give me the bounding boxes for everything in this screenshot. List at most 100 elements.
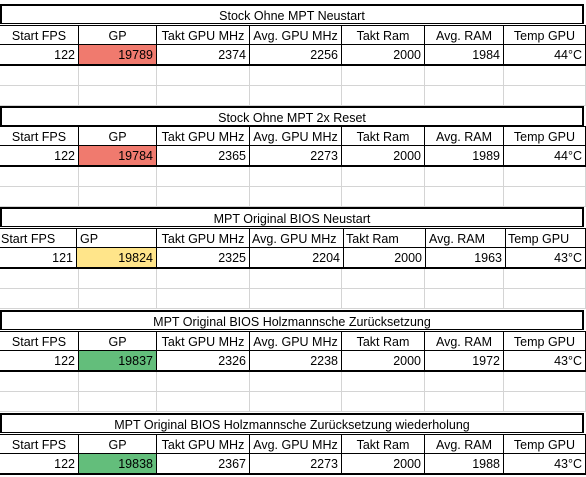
header-cell[interactable]: Avg. GPU MHz — [250, 332, 342, 351]
empty-cell[interactable] — [250, 167, 342, 187]
empty-cell[interactable] — [425, 86, 504, 106]
header-cell[interactable]: Temp GPU — [506, 229, 586, 248]
empty-cell[interactable] — [0, 66, 79, 86]
empty-cell[interactable] — [342, 86, 425, 106]
header-cell[interactable]: GP — [79, 26, 157, 45]
data-cell[interactable]: 1989 — [425, 146, 504, 165]
empty-cell[interactable] — [425, 167, 504, 187]
empty-cell[interactable] — [79, 86, 157, 106]
empty-cell[interactable] — [0, 269, 79, 289]
header-cell[interactable]: Avg. GPU MHz — [250, 26, 342, 45]
data-cell[interactable]: 2238 — [250, 351, 342, 370]
empty-cell[interactable] — [250, 372, 342, 392]
header-cell[interactable]: Start FPS — [0, 229, 77, 248]
data-cell[interactable]: 44°C — [504, 146, 586, 165]
data-cell[interactable]: 1988 — [425, 454, 504, 473]
empty-cell[interactable] — [79, 372, 157, 392]
empty-cell[interactable] — [504, 167, 586, 187]
header-cell[interactable]: GP — [79, 435, 157, 454]
gp-cell[interactable]: 19784 — [79, 146, 157, 165]
data-cell[interactable]: 121 — [0, 248, 77, 267]
empty-cell[interactable] — [250, 187, 342, 207]
empty-cell[interactable] — [157, 66, 250, 86]
header-cell[interactable]: Start FPS — [0, 26, 79, 45]
empty-cell[interactable] — [157, 289, 250, 309]
gp-cell[interactable]: 19789 — [79, 45, 157, 64]
header-cell[interactable]: Avg. RAM — [426, 229, 506, 248]
empty-cell[interactable] — [0, 187, 79, 207]
data-cell[interactable]: 2367 — [157, 454, 250, 473]
empty-cell[interactable] — [79, 289, 157, 309]
data-cell[interactable]: 2000 — [342, 45, 425, 64]
data-cell[interactable]: 2204 — [250, 248, 344, 267]
block-title[interactable]: MPT Original BIOS Neustart — [0, 207, 584, 227]
empty-cell[interactable] — [250, 66, 342, 86]
empty-cell[interactable] — [342, 289, 425, 309]
header-cell[interactable]: Avg. RAM — [425, 435, 504, 454]
empty-cell[interactable] — [342, 167, 425, 187]
gp-cell[interactable]: 19824 — [77, 248, 157, 267]
header-cell[interactable]: Avg. GPU MHz — [250, 229, 344, 248]
data-cell[interactable]: 2273 — [250, 454, 342, 473]
data-cell[interactable]: 43°C — [504, 351, 586, 370]
empty-cell[interactable] — [342, 372, 425, 392]
data-cell[interactable]: 1963 — [426, 248, 506, 267]
data-cell[interactable]: 44°C — [504, 45, 586, 64]
header-cell[interactable]: Takt Ram — [342, 332, 425, 351]
empty-cell[interactable] — [0, 167, 79, 187]
empty-cell[interactable] — [342, 187, 425, 207]
data-cell[interactable]: 2365 — [157, 146, 250, 165]
empty-cell[interactable] — [425, 269, 504, 289]
empty-cell[interactable] — [342, 392, 425, 412]
block-title[interactable]: MPT Original BIOS Holzmannsche Zurückset… — [0, 310, 584, 330]
empty-cell[interactable] — [79, 167, 157, 187]
data-cell[interactable]: 2325 — [157, 248, 250, 267]
empty-cell[interactable] — [250, 86, 342, 106]
empty-cell[interactable] — [504, 392, 586, 412]
empty-cell[interactable] — [157, 269, 250, 289]
empty-cell[interactable] — [0, 86, 79, 106]
data-cell[interactable]: 122 — [0, 146, 79, 165]
empty-cell[interactable] — [157, 167, 250, 187]
header-cell[interactable]: Avg. GPU MHz — [250, 435, 342, 454]
data-cell[interactable]: 43°C — [504, 454, 586, 473]
empty-cell[interactable] — [79, 66, 157, 86]
empty-cell[interactable] — [504, 289, 586, 309]
header-cell[interactable]: Temp GPU — [504, 26, 586, 45]
empty-cell[interactable] — [79, 187, 157, 207]
data-cell[interactable]: 2000 — [342, 146, 425, 165]
header-cell[interactable]: Takt GPU MHz — [157, 127, 250, 146]
empty-cell[interactable] — [157, 392, 250, 412]
header-cell[interactable]: Start FPS — [0, 127, 79, 146]
empty-cell[interactable] — [425, 289, 504, 309]
empty-cell[interactable] — [425, 66, 504, 86]
header-cell[interactable]: Takt Ram — [342, 127, 425, 146]
header-cell[interactable]: Avg. GPU MHz — [250, 127, 342, 146]
empty-cell[interactable] — [504, 372, 586, 392]
data-cell[interactable]: 2000 — [342, 454, 425, 473]
header-cell[interactable]: GP — [79, 127, 157, 146]
empty-cell[interactable] — [504, 187, 586, 207]
empty-cell[interactable] — [157, 86, 250, 106]
block-title[interactable]: MPT Original BIOS Holzmannsche Zurückset… — [0, 413, 584, 433]
gp-cell[interactable]: 19838 — [79, 454, 157, 473]
empty-cell[interactable] — [425, 392, 504, 412]
gp-cell[interactable]: 19837 — [79, 351, 157, 370]
header-cell[interactable]: Takt GPU MHz — [157, 229, 250, 248]
empty-cell[interactable] — [425, 372, 504, 392]
data-cell[interactable]: 2273 — [250, 146, 342, 165]
header-cell[interactable]: Takt Ram — [342, 26, 425, 45]
data-cell[interactable]: 43°C — [506, 248, 586, 267]
header-cell[interactable]: GP — [77, 229, 157, 248]
empty-cell[interactable] — [0, 392, 79, 412]
empty-cell[interactable] — [79, 269, 157, 289]
header-cell[interactable]: Takt GPU MHz — [157, 332, 250, 351]
empty-cell[interactable] — [504, 86, 586, 106]
empty-cell[interactable] — [342, 269, 425, 289]
header-cell[interactable]: Temp GPU — [504, 435, 586, 454]
empty-cell[interactable] — [250, 269, 342, 289]
data-cell[interactable]: 1984 — [425, 45, 504, 64]
header-cell[interactable]: Start FPS — [0, 435, 79, 454]
data-cell[interactable]: 1972 — [425, 351, 504, 370]
data-cell[interactable]: 122 — [0, 454, 79, 473]
